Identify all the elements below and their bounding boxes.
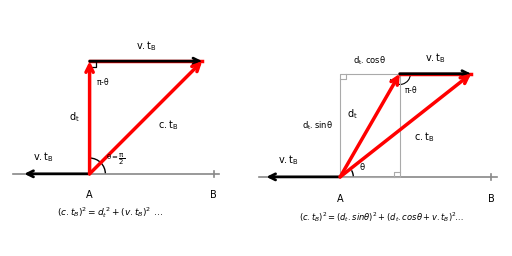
Text: $\mathsf{\pi\text{-}\theta}$: $\mathsf{\pi\text{-}\theta}$ bbox=[404, 84, 418, 95]
Text: A: A bbox=[337, 194, 344, 204]
Text: A: A bbox=[87, 190, 93, 200]
Text: $\mathsf{c.t_B}$: $\mathsf{c.t_B}$ bbox=[158, 119, 179, 132]
Text: $\mathsf{d_t}$: $\mathsf{d_t}$ bbox=[347, 107, 358, 121]
Text: $\mathsf{d_t}$: $\mathsf{d_t}$ bbox=[69, 111, 79, 124]
Text: $\mathsf{v.t_B}$: $\mathsf{v.t_B}$ bbox=[136, 39, 156, 53]
Text: $\mathsf{v.t_B}$: $\mathsf{v.t_B}$ bbox=[278, 153, 298, 167]
Text: $\mathsf{d_t.cos\theta}$: $\mathsf{d_t.cos\theta}$ bbox=[353, 54, 387, 67]
Text: $\mathsf{v.t_B}$: $\mathsf{v.t_B}$ bbox=[425, 52, 446, 66]
Text: $(c.t_B)^2 = (d_t.sin\theta)^2+(d_t.cos\theta+v.t_B)^2\!\ldots$: $(c.t_B)^2 = (d_t.sin\theta)^2+(d_t.cos\… bbox=[300, 210, 464, 224]
Text: $\mathsf{\theta{=}\dfrac{\pi}{2}}$: $\mathsf{\theta{=}\dfrac{\pi}{2}}$ bbox=[106, 151, 126, 166]
Text: $\mathsf{\theta}$: $\mathsf{\theta}$ bbox=[359, 161, 366, 172]
Text: B: B bbox=[210, 190, 217, 200]
Text: $(c.t_B)^2 = d_t^{\ 2} + (v.t_B)^2\ \ldots$: $(c.t_B)^2 = d_t^{\ 2} + (v.t_B)^2\ \ldo… bbox=[57, 205, 163, 220]
Text: $\mathsf{v.t_B}$: $\mathsf{v.t_B}$ bbox=[33, 151, 54, 164]
Text: B: B bbox=[488, 194, 495, 204]
Text: $\mathsf{d_t.sin\theta}$: $\mathsf{d_t.sin\theta}$ bbox=[302, 119, 333, 132]
Text: $\mathsf{\pi\text{-}\theta}$: $\mathsf{\pi\text{-}\theta}$ bbox=[96, 76, 110, 87]
Text: $\mathsf{c.t_B}$: $\mathsf{c.t_B}$ bbox=[414, 130, 434, 144]
